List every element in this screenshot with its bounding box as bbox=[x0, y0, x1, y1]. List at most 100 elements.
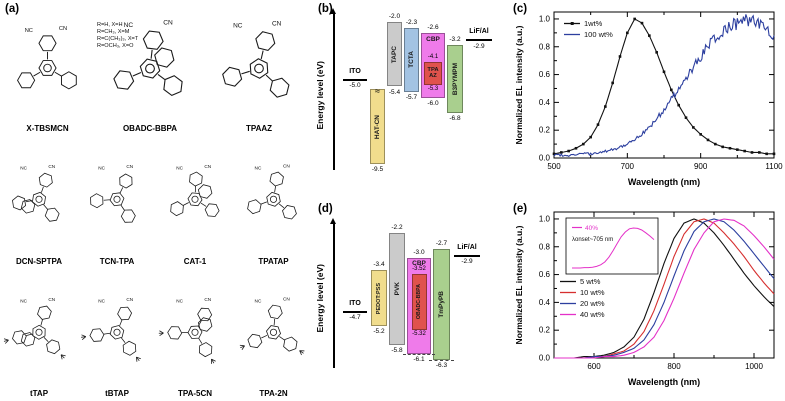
energy-axis-line-b bbox=[333, 14, 335, 170]
guest-lumo-value: -4.1 bbox=[427, 53, 439, 60]
electrode-LiF/Al bbox=[454, 254, 480, 257]
lumo-value: -3.0 bbox=[413, 248, 425, 256]
guest-layer-name-text: OBADC-BBPA bbox=[415, 284, 422, 320]
molecule-name: tTAP bbox=[29, 388, 49, 398]
homo-value: -6.0 bbox=[427, 99, 439, 107]
svg-text:1100: 1100 bbox=[765, 162, 783, 171]
nitrile-label: CN bbox=[283, 296, 290, 302]
nitrile-label: NC bbox=[255, 298, 262, 304]
molecule-cell: NC CN TCN-TPA bbox=[78, 136, 156, 268]
molecule-cell: NC CN tTAP bbox=[0, 269, 78, 401]
electrode-level-value: -5.0 bbox=[349, 82, 361, 90]
molecule-cell: NC CN TPAAZ bbox=[205, 4, 313, 136]
svg-text:1.0: 1.0 bbox=[539, 214, 551, 223]
nitrile-label: CN bbox=[204, 164, 211, 169]
molecule-structure: NC CN bbox=[113, 20, 183, 97]
svg-text:0.0: 0.0 bbox=[539, 354, 551, 363]
molecule-grid: NC CN X-TBSMCN NC CN OBADC-BBPA NC CN TPAAZ NC CN D… bbox=[0, 4, 313, 401]
layer-name: CBP bbox=[426, 35, 440, 43]
panel-label-c: (c) bbox=[513, 3, 528, 15]
x-axis-label: Wavelength (nm) bbox=[628, 177, 700, 187]
nitrile-label: NC bbox=[20, 298, 27, 303]
molecule-structure: NC CN bbox=[239, 296, 305, 355]
guest-layer-name: OBADC-BBPA bbox=[412, 274, 427, 330]
legend: 5 wt% 10 wt% 20 wt% 40 wt% bbox=[560, 277, 605, 319]
substituent-note-line: R=H, X=H bbox=[97, 22, 123, 28]
layer-name: CBP bbox=[412, 260, 426, 268]
layer-name-text: B3PYMPM bbox=[451, 62, 459, 95]
substituent-note-line: R=C(CH₃)₃, X=T bbox=[97, 36, 139, 42]
layer-bar-TCTA bbox=[404, 27, 419, 93]
layer-name: HAT-CN bbox=[370, 89, 385, 164]
electrode-name: LiF/Al bbox=[469, 28, 489, 35]
nitrile-label: CN bbox=[283, 164, 290, 170]
substituent-notes: R=H, X=H R=CH₃, X=M R=C(CH₃)₃, X=T R=OCH₃, … bbox=[97, 22, 138, 50]
energy-axis-line-d bbox=[333, 224, 335, 368]
layer-bar-TPA AZ bbox=[424, 61, 442, 85]
energy-diagram-b: ITO -5.0 HAT-CN ≈ -9.5 TAPC -2.0 -5.4 TCTA -2.3 -5… bbox=[313, 0, 508, 200]
lumo-value: -3.2 bbox=[449, 35, 461, 43]
svg-text:600: 600 bbox=[587, 362, 601, 371]
nitrile-label: NC bbox=[98, 166, 105, 171]
homo-value: -6.8 bbox=[449, 115, 461, 123]
homo-value: -5.7 bbox=[405, 94, 418, 102]
lumo-value: -2.0 bbox=[388, 12, 401, 20]
guest-homo-value: -5.32 bbox=[412, 330, 426, 337]
svg-text:1.0: 1.0 bbox=[539, 14, 551, 23]
nitrile-label: CN bbox=[163, 20, 173, 27]
homo-value: -6.3 bbox=[435, 362, 448, 370]
panel-label-a: (a) bbox=[5, 3, 20, 15]
layer-bar-PEDOT:PSS bbox=[371, 270, 387, 327]
electrode-ITO bbox=[343, 310, 367, 313]
svg-text:0.6: 0.6 bbox=[539, 70, 551, 79]
molecule-name: tBTAP bbox=[105, 388, 129, 398]
layer-bar-OBADC-BBPA bbox=[411, 274, 427, 330]
lumo-value: -2.6 bbox=[427, 24, 439, 32]
energy-axis-arrowhead-d bbox=[330, 218, 336, 224]
electrode-ITO bbox=[343, 78, 367, 81]
molecule-name: TCN-TPA bbox=[99, 256, 135, 266]
panel-d-energy-diagram: (d) Energy level (eV) ITO -4.7 PEDOT:PSS -3… bbox=[313, 200, 508, 401]
nitrile-label: CN bbox=[48, 164, 55, 169]
svg-text:0.8: 0.8 bbox=[539, 242, 551, 251]
electrode-LiF/Al bbox=[466, 39, 492, 41]
svg-text:900: 900 bbox=[694, 162, 708, 171]
nitrile-label: NC bbox=[233, 22, 243, 29]
layer-bar-TAPC bbox=[387, 21, 402, 87]
molecule-structure: NC CN bbox=[158, 297, 216, 364]
molecule-name: CAT-1 bbox=[183, 256, 207, 266]
layer-bar-B3PYMPM bbox=[447, 44, 463, 114]
layer-name-text: TmPyPB bbox=[438, 291, 445, 318]
electrode-name: ITO bbox=[349, 299, 361, 307]
panel-b-energy-diagram: (b) Energy level (eV) ITO -5.0 HAT-CN ≈ -9.5… bbox=[313, 0, 508, 200]
molecule-cell: NC CN TPA-2N bbox=[234, 269, 313, 401]
series-1wt% bbox=[552, 17, 776, 156]
series-20 wt% bbox=[554, 218, 775, 359]
homo-value: -5.4 bbox=[388, 88, 401, 96]
molecule-structure: NC CN bbox=[81, 297, 141, 362]
svg-text:20 wt%: 20 wt% bbox=[580, 299, 605, 308]
molecule-name: OBADC-BBPA bbox=[122, 124, 178, 134]
svg-text:5 wt%: 5 wt% bbox=[580, 277, 601, 286]
svg-text:0.0: 0.0 bbox=[539, 154, 551, 163]
layer-name: TAPC bbox=[387, 22, 402, 87]
layer-name-text: TCTA bbox=[408, 51, 415, 69]
energy-axis-arrowhead-b bbox=[330, 8, 336, 14]
nitrile-label: NC bbox=[176, 166, 183, 171]
homo-value: -6.1 bbox=[413, 356, 425, 363]
dashed-homo-line bbox=[403, 353, 435, 355]
substituent-note-line: R=CH₃, X=M bbox=[97, 29, 130, 35]
panel-label-d: (d) bbox=[318, 203, 333, 215]
series-40 wt% bbox=[554, 218, 775, 359]
guest-homo-value: -5.3 bbox=[427, 85, 439, 92]
electrode-level-value: -4.7 bbox=[349, 314, 361, 322]
nitrile-label: CN bbox=[126, 297, 133, 302]
molecule-structure: NC CN bbox=[12, 164, 60, 223]
svg-text:0.4: 0.4 bbox=[539, 98, 551, 107]
svg-text:1000: 1000 bbox=[745, 362, 763, 371]
legend: 1wt% 100 wt% bbox=[564, 19, 613, 39]
x-axis-label: Wavelength (nm) bbox=[628, 377, 700, 387]
molecule-cell: NC CN tBTAP bbox=[78, 269, 156, 401]
energy-diagram-d: ITO -4.7 PEDOT:PSS -3.4 -5.2 PVK -2.2 -5.8 CBP -3… bbox=[313, 200, 508, 401]
